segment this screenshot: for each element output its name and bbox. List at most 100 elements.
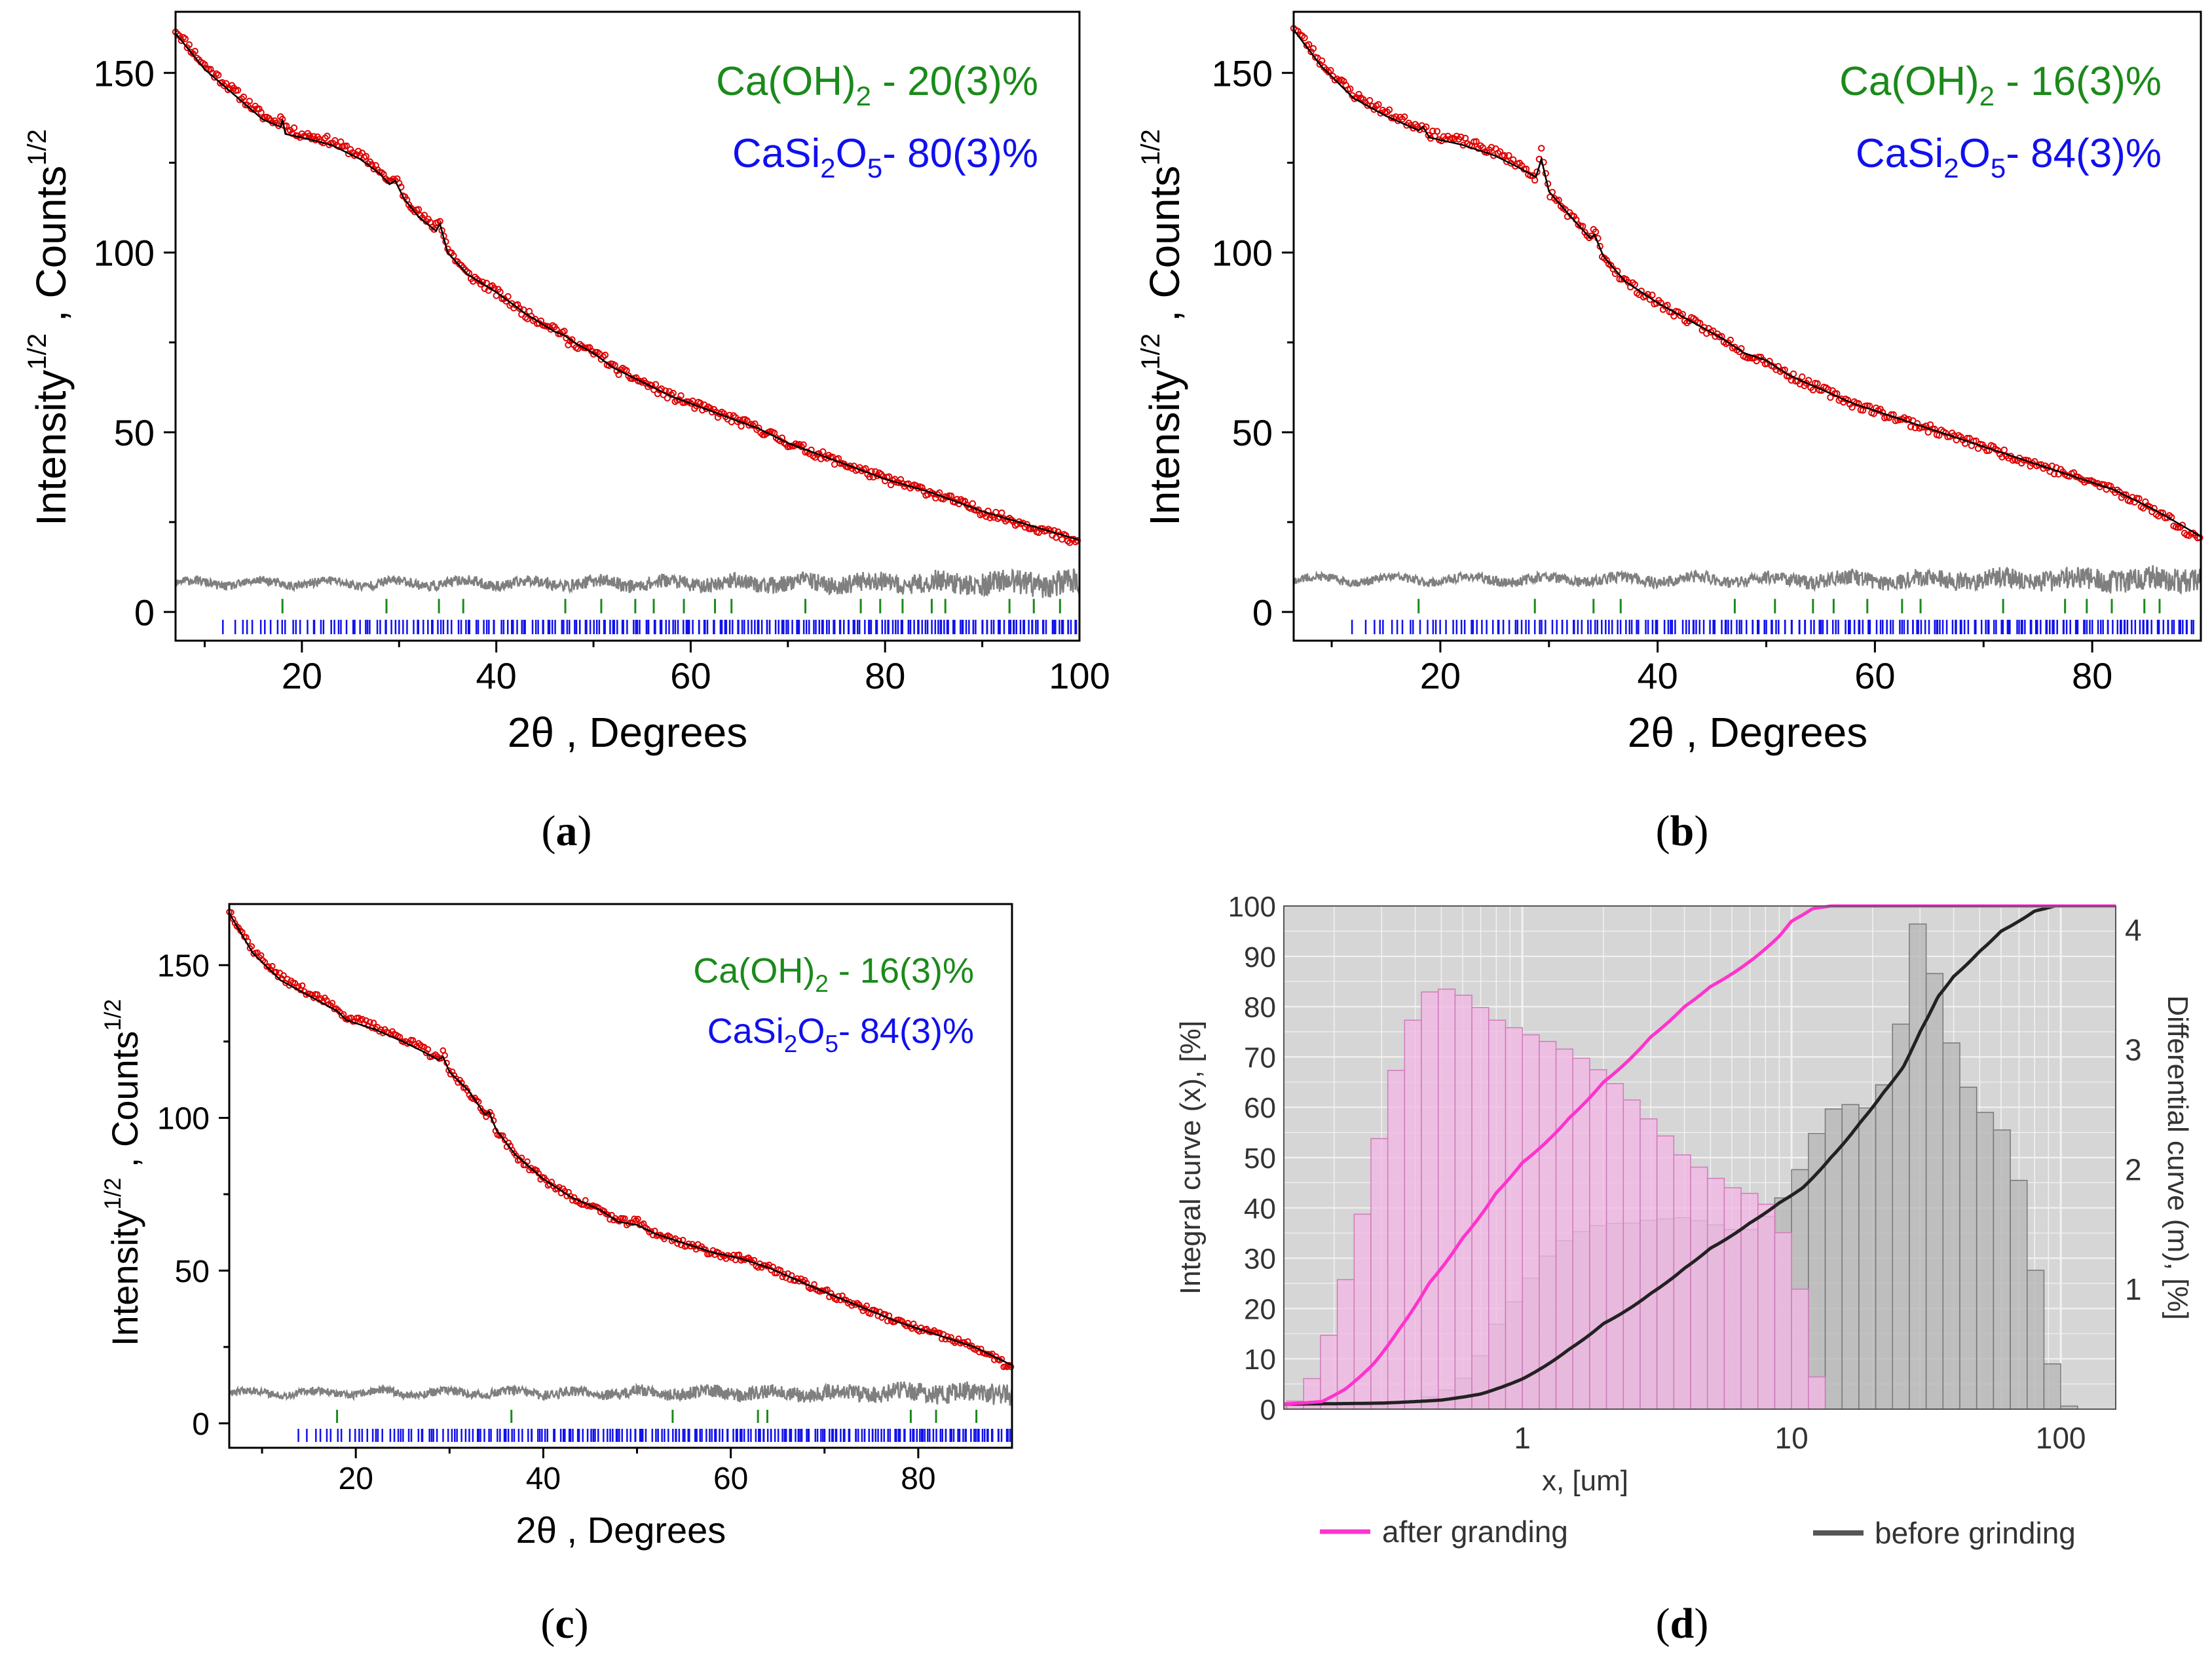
bar-after bbox=[1690, 1166, 1708, 1410]
x-tick-label: 40 bbox=[1638, 655, 1678, 696]
bar-before bbox=[1976, 1112, 1995, 1410]
y-tick-label: 0 bbox=[1252, 592, 1273, 633]
bar-after bbox=[1757, 1203, 1776, 1410]
y-axis-label: Intensity1/2 , Counts1/2 bbox=[1136, 129, 1188, 526]
bar-before bbox=[1841, 1104, 1860, 1410]
bar-before bbox=[1858, 1107, 1877, 1410]
panel-a: 20 40 60 80 100 0 50 100 150 Ca(OH)2 - 20(3)% Ca… bbox=[23, 10, 1110, 855]
x-tick-label: 100 bbox=[2036, 1421, 2086, 1455]
bar-after bbox=[1774, 1232, 1792, 1410]
y-tick-label-left: 40 bbox=[1244, 1193, 1276, 1225]
plot-frame bbox=[1292, 10, 2202, 642]
bar-before bbox=[2010, 1180, 2028, 1410]
bar-before bbox=[1892, 1023, 1910, 1410]
x-tick-label: 20 bbox=[282, 655, 322, 696]
bar-after bbox=[1421, 991, 1439, 1410]
y-tick-label: 150 bbox=[1212, 52, 1273, 94]
y-tick-label-left: 20 bbox=[1244, 1293, 1276, 1325]
y-tick-label-right: 4 bbox=[2125, 913, 2142, 947]
x-axis-label: x, [um] bbox=[1542, 1465, 1628, 1497]
bar-after bbox=[1454, 994, 1472, 1410]
x-tick-label: 40 bbox=[526, 1462, 561, 1496]
y-tick-label: 50 bbox=[114, 412, 155, 453]
bar-before bbox=[1875, 1084, 1893, 1410]
panel-d: 1 10 100 0 10 20 30 40 50 60 70 80 90 100 1 2 3 4 Integra… bbox=[1174, 891, 2194, 1648]
bar-after bbox=[1370, 1138, 1389, 1410]
x-tick-label: 40 bbox=[476, 655, 517, 696]
x-tick-label: 20 bbox=[339, 1462, 373, 1496]
plot-frame bbox=[174, 10, 1081, 642]
bar-after bbox=[1723, 1187, 1742, 1410]
bar-before bbox=[1993, 1129, 2011, 1410]
x-tick-label: 60 bbox=[1854, 655, 1895, 696]
difference-curve bbox=[1292, 565, 2202, 595]
y-tick-label-left: 50 bbox=[1244, 1143, 1276, 1175]
legend-phase2: CaSi2O5- 84(3)% bbox=[1856, 131, 2162, 183]
difference-curve bbox=[174, 568, 1080, 598]
y-tick-label-left: 10 bbox=[1244, 1344, 1276, 1376]
legend-label-before: before grinding bbox=[1875, 1516, 2076, 1550]
observed-data bbox=[226, 909, 1015, 1370]
bar-after bbox=[1387, 1070, 1406, 1410]
y-tick-label-left: 30 bbox=[1244, 1243, 1276, 1275]
bar-after bbox=[1437, 989, 1456, 1410]
panel-c: 20 40 60 80 0 50 100 150 Ca(OH)2 - 16(3)% CaSi2… bbox=[100, 903, 1015, 1648]
legend-phase2: CaSi2O5- 84(3)% bbox=[707, 1011, 974, 1057]
integral-curve-before bbox=[1284, 904, 2116, 1406]
bar-after bbox=[1572, 1057, 1590, 1410]
bar-after bbox=[1640, 1118, 1658, 1410]
y-axis-label-right: Differential curve (m), [%] bbox=[2162, 995, 2194, 1320]
y-tick-label: 100 bbox=[94, 233, 155, 274]
legend-phase1: Ca(OH)2 - 16(3)% bbox=[693, 951, 974, 997]
plot-frame bbox=[1283, 905, 2116, 1410]
y-tick-label-left: 70 bbox=[1244, 1042, 1276, 1074]
y-tick-label: 50 bbox=[175, 1255, 210, 1289]
y-tick-label-left: 60 bbox=[1244, 1092, 1276, 1124]
legend-phase1: Ca(OH)2 - 16(3)% bbox=[1839, 59, 2162, 111]
y-tick-label-right: 2 bbox=[2125, 1152, 2142, 1186]
y-tick-label: 100 bbox=[1212, 233, 1273, 274]
bar-after bbox=[1622, 1099, 1641, 1410]
bar-after bbox=[1522, 1034, 1540, 1410]
x-axis-label: 2θ , Degrees bbox=[508, 709, 747, 756]
y-axis-label-left: Integral curve (x), [%] bbox=[1174, 1021, 1207, 1294]
y-tick-label: 0 bbox=[134, 592, 155, 633]
bar-after bbox=[1488, 1019, 1507, 1410]
legend-label-after: after granding bbox=[1382, 1515, 1568, 1549]
y-axis-label: Intensity1/2 , Counts1/2 bbox=[23, 129, 75, 526]
bar-after bbox=[1605, 1083, 1624, 1410]
bar-before bbox=[1925, 973, 1944, 1410]
calculated-profile bbox=[228, 913, 1013, 1367]
x-tick-label: 100 bbox=[1049, 655, 1110, 696]
x-tick-label: 80 bbox=[901, 1462, 935, 1496]
y-tick-label: 150 bbox=[157, 949, 210, 984]
y-axis-label: Intensity1/2 , Counts1/2 bbox=[100, 999, 145, 1346]
bar-after bbox=[1589, 1069, 1607, 1410]
y-tick-label-left: 100 bbox=[1228, 891, 1276, 923]
y-tick-label-left: 80 bbox=[1244, 992, 1276, 1024]
legend-phase2: CaSi2O5- 80(3)% bbox=[732, 131, 1038, 183]
x-tick-label: 80 bbox=[2072, 655, 2112, 696]
plot-frame bbox=[228, 903, 1013, 1449]
bar-after bbox=[1505, 1027, 1523, 1410]
y-tick-label-left: 0 bbox=[1260, 1394, 1276, 1426]
bar-before bbox=[2043, 1363, 2061, 1410]
bar-before bbox=[2026, 1270, 2045, 1410]
x-tick-label: 60 bbox=[670, 655, 711, 696]
bar-after bbox=[1808, 1376, 1826, 1410]
bar-before bbox=[1909, 923, 1927, 1410]
bar-after bbox=[1539, 1040, 1557, 1410]
y-tick-label: 0 bbox=[192, 1407, 210, 1442]
bar-after bbox=[1353, 1213, 1372, 1410]
difference-curve bbox=[229, 1381, 1013, 1406]
x-axis-label: 2θ , Degrees bbox=[1628, 709, 1867, 756]
legend-phase1: Ca(OH)2 - 20(3)% bbox=[716, 59, 1038, 111]
x-tick-label: 20 bbox=[1420, 655, 1461, 696]
bar-after bbox=[1706, 1177, 1725, 1410]
panel-label: (b) bbox=[1656, 807, 1709, 855]
x-tick-label: 1 bbox=[1514, 1421, 1531, 1455]
calculated-profile bbox=[1293, 29, 2202, 538]
bar-after bbox=[1404, 1019, 1422, 1410]
bar-before bbox=[1942, 1042, 1960, 1410]
